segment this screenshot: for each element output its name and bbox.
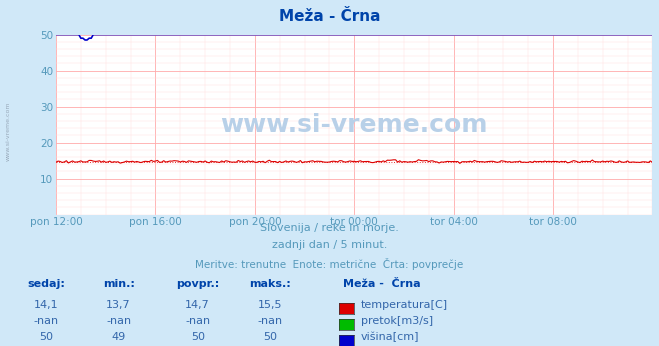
Text: Meritve: trenutne  Enote: metrične  Črta: povprečje: Meritve: trenutne Enote: metrične Črta: … <box>195 258 464 270</box>
Text: Meža - Črna: Meža - Črna <box>279 9 380 24</box>
Text: pretok[m3/s]: pretok[m3/s] <box>361 316 433 326</box>
Text: Meža -  Črna: Meža - Črna <box>343 279 420 289</box>
Text: 15,5: 15,5 <box>258 300 283 310</box>
Text: -nan: -nan <box>106 316 131 326</box>
Text: www.si-vreme.com: www.si-vreme.com <box>5 102 11 161</box>
Text: 50: 50 <box>190 332 205 342</box>
Text: -nan: -nan <box>258 316 283 326</box>
Text: -nan: -nan <box>185 316 210 326</box>
Text: 14,7: 14,7 <box>185 300 210 310</box>
Text: zadnji dan / 5 minut.: zadnji dan / 5 minut. <box>272 240 387 251</box>
Text: 49: 49 <box>111 332 126 342</box>
Text: www.si-vreme.com: www.si-vreme.com <box>221 112 488 137</box>
Text: -nan: -nan <box>34 316 59 326</box>
Text: 50: 50 <box>263 332 277 342</box>
Text: 13,7: 13,7 <box>106 300 131 310</box>
Text: maks.:: maks.: <box>249 279 291 289</box>
Text: 50: 50 <box>39 332 53 342</box>
Text: temperatura[C]: temperatura[C] <box>361 300 448 310</box>
Text: 14,1: 14,1 <box>34 300 59 310</box>
Text: višina[cm]: višina[cm] <box>361 332 420 343</box>
Text: povpr.:: povpr.: <box>176 279 219 289</box>
Text: Slovenija / reke in morje.: Slovenija / reke in morje. <box>260 223 399 233</box>
Text: min.:: min.: <box>103 279 134 289</box>
Text: sedaj:: sedaj: <box>27 279 65 289</box>
